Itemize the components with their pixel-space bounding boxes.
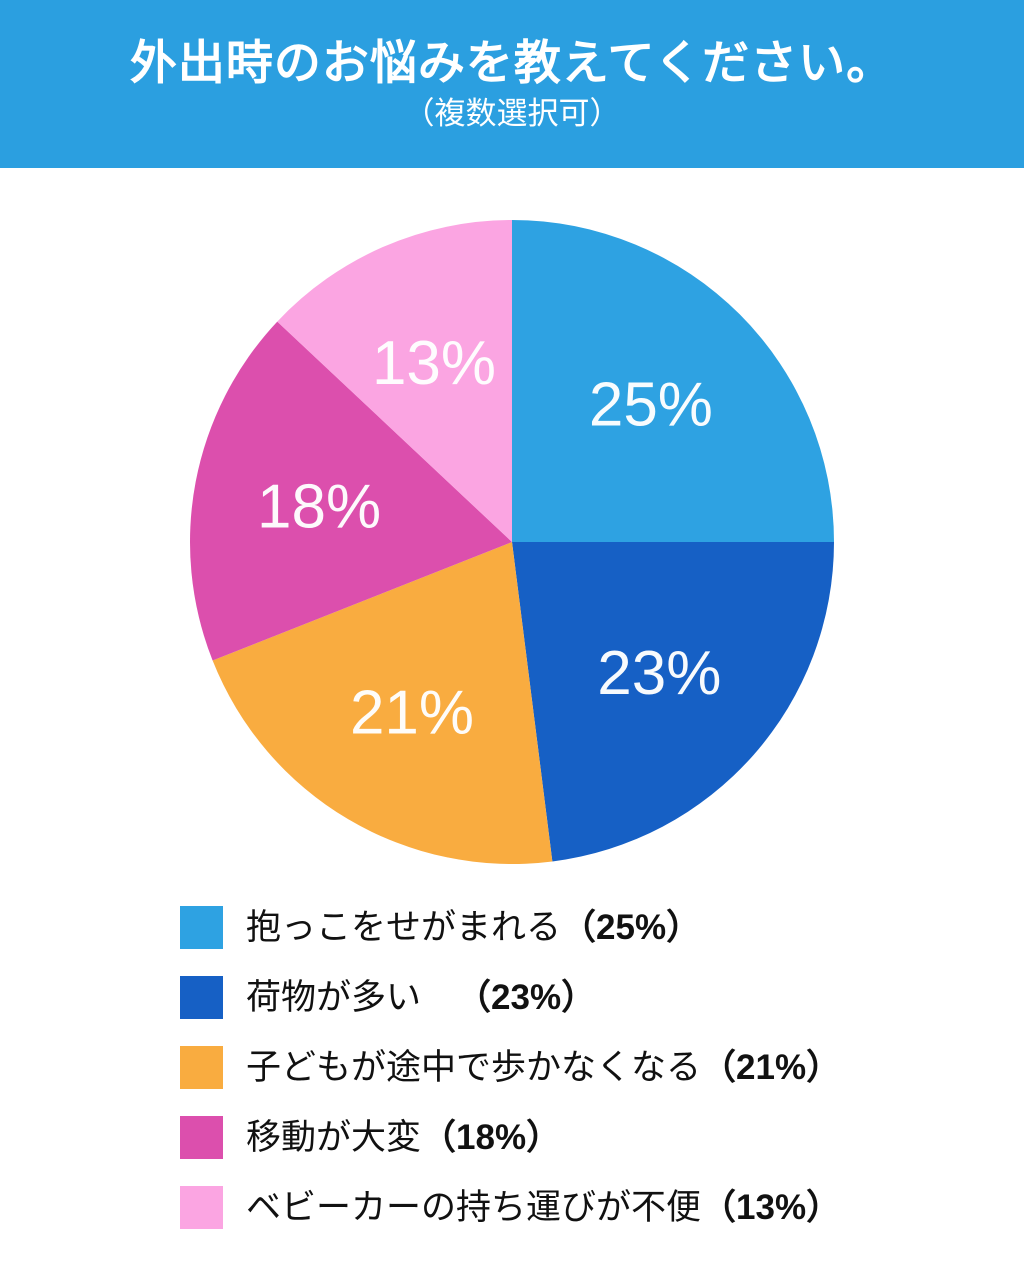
legend-row-2: 荷物が多い （23%） xyxy=(180,976,841,1019)
legend-percent-2: （23%） xyxy=(456,978,597,1017)
pie-slice-label-5: 13% xyxy=(372,329,496,398)
legend-percent-4: （18%） xyxy=(421,1118,562,1157)
pie-slice-2 xyxy=(512,542,834,862)
pie-slice-label-3: 21% xyxy=(350,678,474,747)
pie-slice-1 xyxy=(512,220,834,542)
pie-slice-5 xyxy=(277,220,512,542)
pie-slice-label-1: 25% xyxy=(589,370,713,439)
legend-label-1: 抱っこをせがまれる xyxy=(246,908,562,947)
legend-swatch-3 xyxy=(180,1046,223,1089)
pie-slice-label-4: 18% xyxy=(257,473,381,542)
header-banner: 外出時のお悩みを教えてください。 （複数選択可） xyxy=(0,0,1024,168)
legend: 抱っこをせがまれる （25%） 荷物が多い （23%） 子どもが途中で歩かなくなる （2… xyxy=(180,906,841,1256)
legend-label-4: 移動が大変 xyxy=(246,1118,422,1157)
pie-slice-label-2: 23% xyxy=(597,639,721,708)
legend-percent-3: （21%） xyxy=(701,1048,842,1087)
pie-chart-area: 25% 23% 21% 18% 13% xyxy=(0,168,1024,872)
legend-row-4: 移動が大変 （18%） xyxy=(180,1116,841,1159)
legend-percent-1: （25%） xyxy=(561,908,702,947)
legend-label-5: ベビーカーの持ち運びが不便 xyxy=(246,1188,702,1227)
legend-percent-5: （13%） xyxy=(701,1188,842,1227)
legend-label-3: 子どもが途中で歩かなくなる xyxy=(246,1048,702,1087)
legend-swatch-2 xyxy=(180,976,223,1019)
legend-row-5: ベビーカーの持ち運びが不便 （13%） xyxy=(180,1186,841,1229)
pie-chart: 25% 23% 21% 18% 13% xyxy=(189,220,834,864)
page-subtitle: （複数選択可） xyxy=(403,96,621,131)
legend-row-1: 抱っこをせがまれる （25%） xyxy=(180,906,841,949)
legend-swatch-5 xyxy=(180,1186,223,1229)
pie-slice-3 xyxy=(212,542,553,864)
pie-slice-4 xyxy=(189,321,513,661)
legend-label-2: 荷物が多い xyxy=(246,978,457,1017)
legend-row-3: 子どもが途中で歩かなくなる （21%） xyxy=(180,1046,841,1089)
legend-swatch-1 xyxy=(180,906,223,949)
page-title: 外出時のお悩みを教えてください。 xyxy=(129,36,895,89)
legend-swatch-4 xyxy=(180,1116,223,1159)
